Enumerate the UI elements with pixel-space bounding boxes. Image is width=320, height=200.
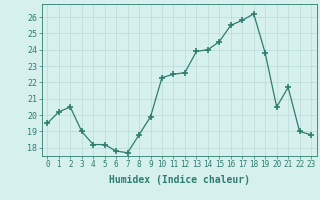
X-axis label: Humidex (Indice chaleur): Humidex (Indice chaleur) (109, 175, 250, 185)
